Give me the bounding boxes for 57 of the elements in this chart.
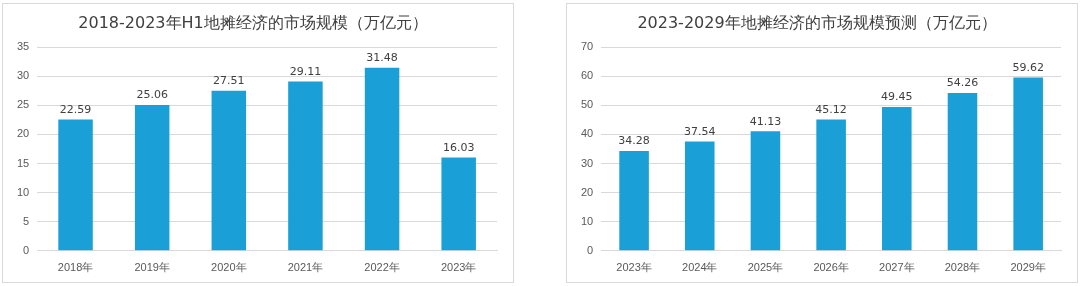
bar [1013, 77, 1043, 251]
data-label: 54.26 [946, 76, 979, 90]
x-tick-label: 2026年 [813, 261, 849, 274]
x-tick-label: 2025年 [747, 261, 784, 274]
y-tick-label: 40 [580, 127, 594, 140]
data-label: 49.45 [881, 90, 913, 104]
x-tick-label: 2021年 [287, 261, 324, 274]
y-tick-label: 15 [16, 156, 30, 169]
chart-title: 2018-2023年H1地摊经济的市场规模（万亿元） [78, 12, 428, 32]
y-tick-label: 10 [580, 214, 594, 227]
data-label: 45.12 [815, 102, 847, 116]
y-tick-label: 10 [16, 185, 30, 198]
bar [364, 67, 400, 251]
y-tick-label: 20 [16, 127, 30, 140]
data-label: 25.06 [136, 88, 168, 102]
y-tick-label: 0 [587, 243, 594, 256]
bar [619, 151, 649, 251]
y-tick-label: 30 [580, 156, 594, 169]
data-label: 41.13 [749, 114, 782, 128]
x-tick-label: 2023年 [440, 261, 477, 274]
bar [947, 92, 978, 251]
y-tick-label: 35 [16, 40, 30, 53]
chart-title: 2023-2029年地摊经济的市场规模预测（万亿元） [637, 12, 997, 32]
data-label: 37.54 [684, 124, 716, 138]
y-tick-label: 20 [580, 185, 594, 198]
bar [882, 106, 912, 251]
x-tick-label: 2019年 [134, 261, 170, 274]
data-label: 27.51 [213, 74, 245, 88]
data-label: 31.48 [366, 51, 398, 65]
y-tick-label: 5 [23, 214, 30, 227]
bar [816, 119, 846, 251]
x-tick-label: 2020年 [211, 261, 247, 274]
data-label: 59.62 [1012, 60, 1044, 74]
y-tick-label: 25 [16, 98, 30, 111]
bar [441, 157, 476, 251]
data-label: 22.59 [59, 102, 92, 116]
data-label: 34.28 [618, 134, 650, 148]
x-tick-label: 2018年 [57, 261, 94, 274]
y-tick-label: 0 [23, 243, 30, 256]
x-tick-label: 2024年 [682, 261, 718, 274]
data-label: 29.11 [289, 64, 322, 78]
y-tick-label: 50 [580, 98, 594, 111]
x-tick-label: 2029年 [1010, 261, 1046, 274]
bar [211, 90, 247, 251]
y-tick-label: 70 [580, 40, 594, 53]
x-tick-label: 2022年 [364, 261, 400, 274]
data-label: 16.03 [442, 140, 475, 154]
x-tick-label: 2023年 [616, 261, 652, 274]
bar [288, 81, 323, 251]
y-tick-label: 60 [580, 69, 594, 82]
bar [134, 105, 170, 251]
bar [750, 131, 781, 251]
x-tick-label: 2027年 [879, 261, 915, 274]
y-tick-label: 30 [16, 69, 30, 82]
bar [684, 141, 715, 251]
bar [58, 119, 93, 251]
x-tick-label: 2028年 [944, 261, 981, 274]
